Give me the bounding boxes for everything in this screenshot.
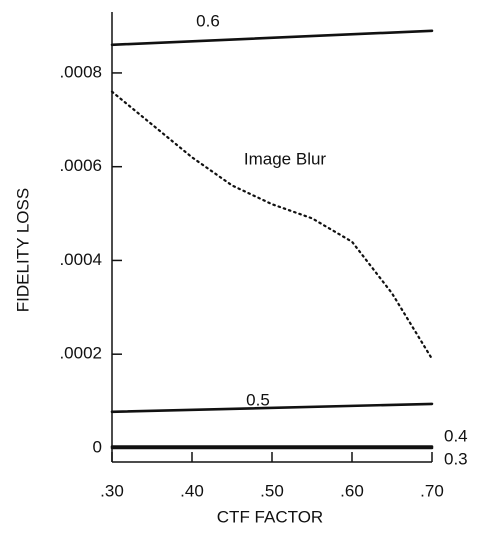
x-axis-label: CTF FACTOR [217, 507, 323, 526]
series-line [110, 29, 434, 47]
y-axis-label: FIDELITY LOSS [13, 188, 32, 312]
y-tick-label: .0006 [59, 156, 102, 175]
x-tick-label: .40 [180, 481, 204, 500]
series-label: 0.6 [196, 11, 220, 30]
series-label: 0.5 [246, 390, 270, 409]
y-tick-label: .0004 [59, 250, 102, 269]
x-tick-label: .70 [420, 481, 444, 500]
x-tick-label: .30 [100, 481, 124, 500]
y-tick-label: .0008 [59, 62, 102, 81]
x-tick-label: .60 [340, 481, 364, 500]
series-label: 0.4 [444, 426, 468, 445]
y-tick-label: .0002 [59, 344, 102, 363]
series-label: Image Blur [244, 149, 327, 168]
y-tick-label: 0 [93, 437, 102, 456]
series-label: 0.3 [444, 449, 468, 468]
x-tick-label: .50 [260, 481, 284, 500]
series-line [110, 402, 434, 414]
series-line [110, 90, 434, 360]
